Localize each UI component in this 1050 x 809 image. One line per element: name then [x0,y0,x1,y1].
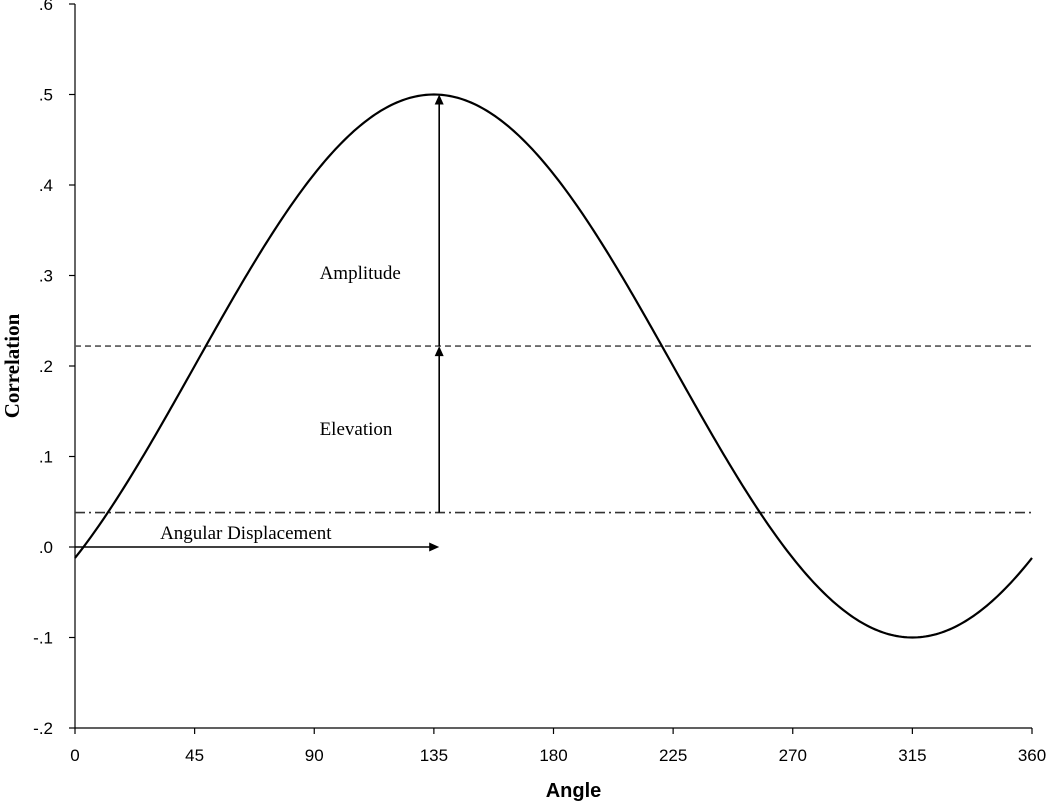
y-axis-title: Correlation [0,313,24,418]
x-tick-label: 45 [185,746,204,765]
y-tick-label: .4 [39,176,53,195]
x-tick-label: 135 [420,746,448,765]
x-axis-title: Angle [546,780,602,802]
y-tick-label: .1 [39,448,53,467]
y-axis-ticks: -.2 -.1 .0 .1 .2 .3 .4 .5 .6 [33,0,75,738]
y-tick-label: -.2 [33,719,53,738]
amplitude-label: Amplitude [320,263,401,284]
elevation-arrow-head [434,346,444,357]
y-tick-label: .6 [39,0,53,14]
y-tick-label: .2 [39,357,53,376]
x-tick-label: 270 [779,746,807,765]
x-tick-label: 180 [539,746,567,765]
elevation-label: Elevation [320,419,393,440]
x-tick-label: 315 [898,746,926,765]
y-tick-label: -.1 [33,629,53,648]
sine-curve [74,93,1033,639]
x-tick-label: 225 [659,746,687,765]
amplitude-arrow-head [434,94,444,105]
reference-lines [75,345,1032,514]
x-tick-label: 90 [305,746,324,765]
angular-displacement-arrow-head [429,542,440,552]
y-tick-label: .5 [39,86,53,105]
x-tick-label: 360 [1018,746,1046,765]
angular-displacement-label: Angular Displacement [160,523,332,544]
y-tick-label: .3 [39,267,53,286]
x-axis-ticks: 0 45 90 135 180 225 270 315 360 [70,728,1046,765]
x-tick-label: 0 [70,746,79,765]
y-tick-label: .0 [39,538,53,557]
annotation-arrows [75,94,444,552]
